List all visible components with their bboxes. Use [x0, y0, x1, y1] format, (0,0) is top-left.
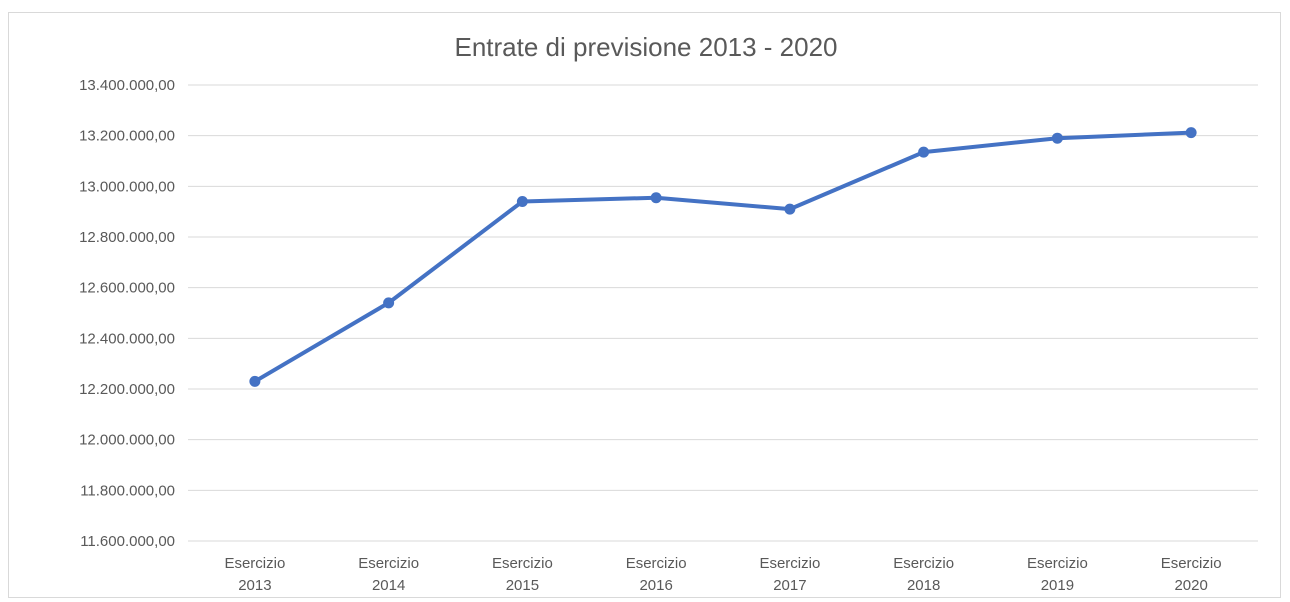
chart-frame	[8, 12, 1281, 598]
y-tick-label: 12.600.000,00	[79, 280, 175, 297]
y-tick-label: 12.400.000,00	[79, 330, 175, 347]
data-point	[1051, 132, 1063, 144]
data-point	[784, 203, 796, 215]
x-tick-label: Esercizio 2013	[224, 555, 285, 594]
y-axis-ticks: 11.600.000,00 11.800.000,00 12.000.000,00 1…	[79, 77, 175, 550]
data-point	[249, 375, 261, 387]
x-tick-label: Esercizio 2015	[492, 555, 553, 594]
x-tick-label: Esercizio 2019	[1027, 555, 1088, 594]
x-tick-label: Esercizio 2016	[626, 555, 687, 594]
y-tick-label: 11.800.000,00	[80, 482, 175, 499]
y-tick-label: 13.000.000,00	[79, 178, 175, 195]
y-tick-label: 13.400.000,00	[79, 77, 175, 94]
gridlines	[188, 84, 1258, 542]
x-tick-label: Esercizio 2017	[759, 555, 820, 594]
series-layer	[249, 127, 1197, 387]
x-tick-label: Esercizio 2020	[1161, 555, 1222, 594]
x-axis-ticks: Esercizio 2013 Esercizio 2014 Esercizio 2015 E…	[224, 555, 1221, 594]
chart-title: Entrate di previsione 2013 - 2020	[454, 32, 837, 62]
data-point	[918, 146, 930, 158]
y-tick-label: 11.600.000,00	[80, 533, 175, 550]
y-tick-label: 12.200.000,00	[79, 381, 175, 398]
series-line	[252, 130, 1194, 384]
data-point	[1185, 127, 1197, 139]
data-point	[516, 196, 528, 208]
x-tick-label: Esercizio 2018	[893, 555, 954, 594]
y-tick-label: 13.200.000,00	[79, 128, 175, 145]
y-tick-label: 12.000.000,00	[79, 432, 175, 449]
data-point	[650, 192, 662, 204]
data-point	[383, 297, 395, 309]
x-tick-label: Esercizio 2014	[358, 555, 419, 594]
y-tick-label: 12.800.000,00	[79, 229, 175, 246]
